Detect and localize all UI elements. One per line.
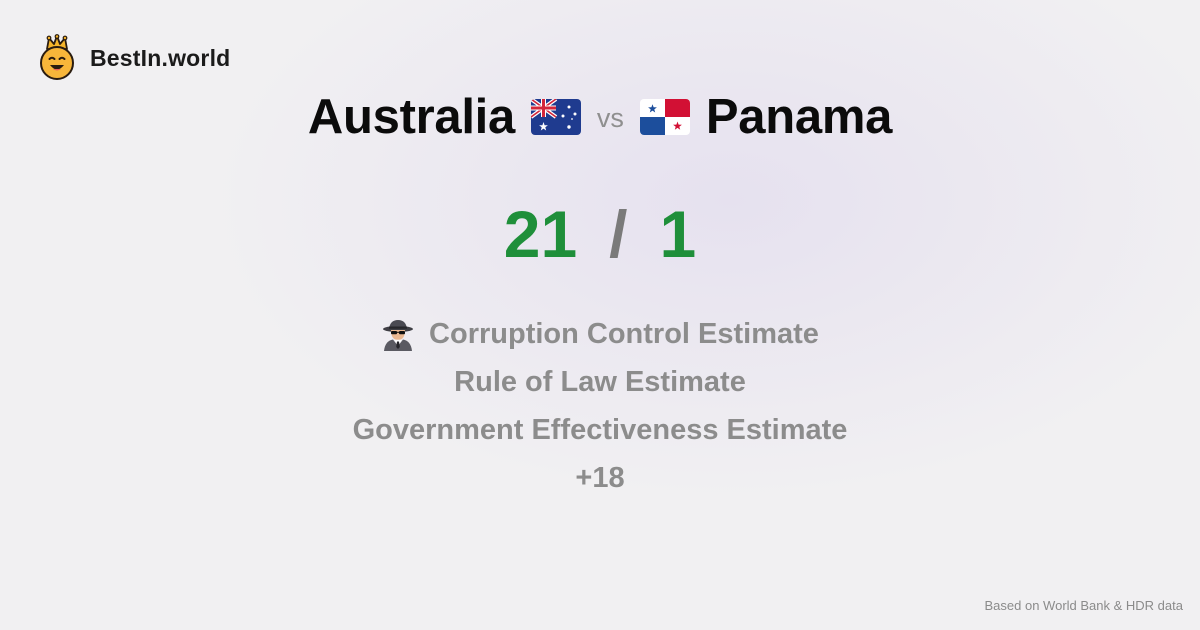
- brand[interactable]: BestIn.world: [38, 34, 230, 80]
- left-country-name: Australia: [307, 90, 515, 144]
- metric-item: Rule of Law Estimate: [0, 358, 1200, 406]
- metric-label: Corruption Control Estimate: [429, 318, 819, 350]
- metric-item: Government Effectiveness Estimate: [0, 406, 1200, 454]
- metrics-list: Corruption Control Estimate Rule of Law …: [0, 310, 1200, 502]
- right-score: 1: [659, 197, 697, 271]
- comparison-title: Australia vs Panama: [0, 84, 1200, 150]
- crown-smiley-icon: [40, 34, 74, 80]
- more-metrics-count: +18: [0, 454, 1200, 502]
- score: 21 / 1: [0, 196, 1200, 272]
- panama-flag-icon: [639, 99, 690, 135]
- score-separator: /: [609, 197, 628, 271]
- right-country-name: Panama: [705, 90, 893, 144]
- vs-label: vs: [596, 102, 624, 133]
- more-count-label: +18: [575, 462, 625, 494]
- australia-flag-icon: [530, 99, 581, 135]
- left-score: 21: [503, 197, 578, 271]
- metric-item: Corruption Control Estimate: [0, 310, 1200, 358]
- metric-label: Rule of Law Estimate: [454, 366, 746, 398]
- metric-label: Government Effectiveness Estimate: [352, 414, 848, 446]
- brand-name: BestIn.world: [90, 44, 231, 71]
- spy-detective-icon: [383, 320, 414, 351]
- data-source-note: Based on World Bank & HDR data: [984, 598, 1183, 613]
